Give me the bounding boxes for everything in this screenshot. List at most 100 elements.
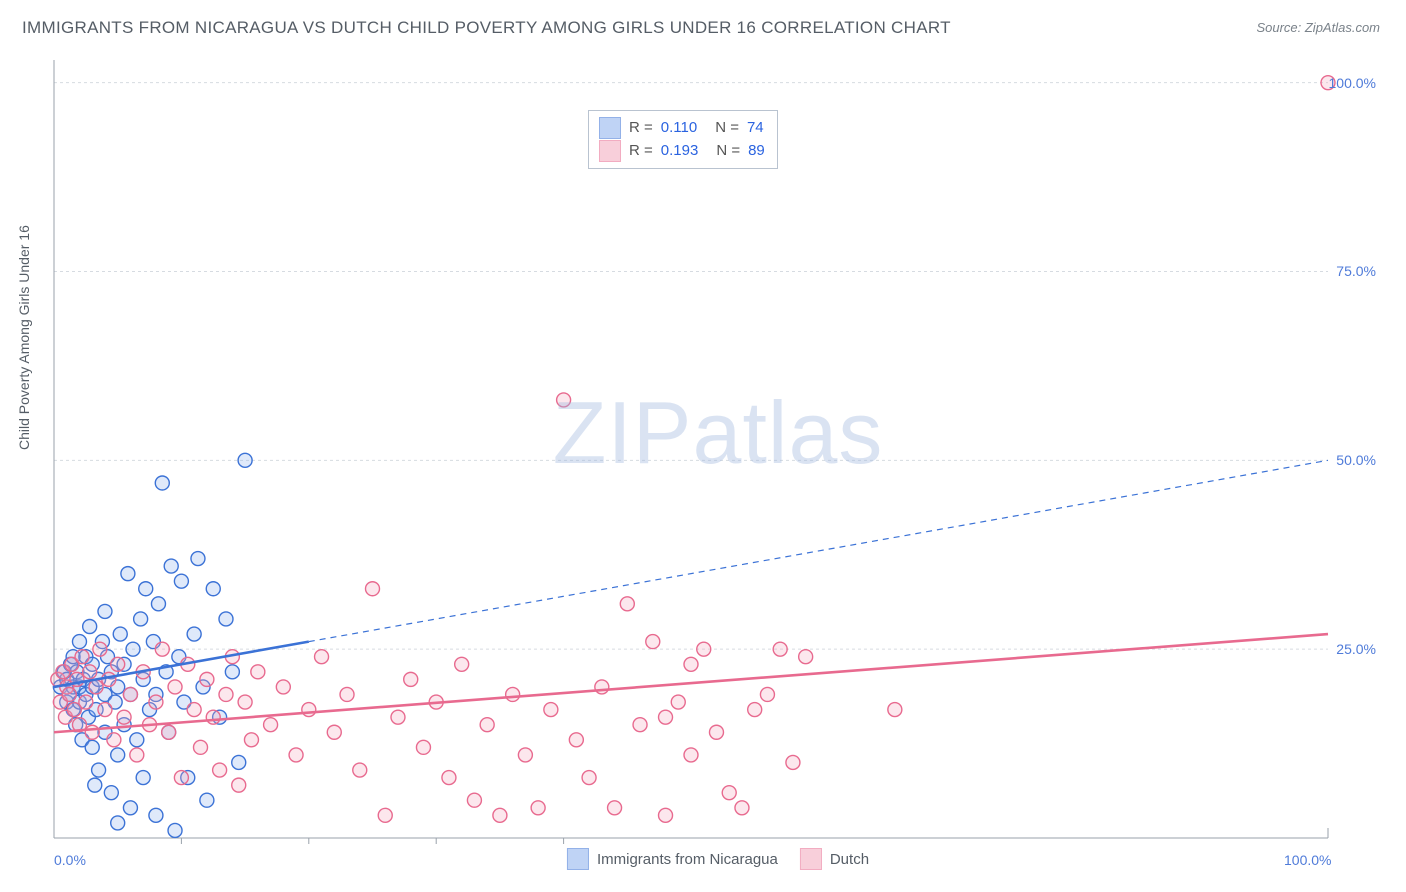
- data-point-nicaragua: [123, 801, 137, 815]
- data-point-dutch: [79, 695, 93, 709]
- data-point-dutch: [480, 718, 494, 732]
- data-point-dutch: [582, 771, 596, 785]
- data-point-nicaragua: [168, 823, 182, 837]
- legend-item-dutch: Dutch: [800, 848, 869, 870]
- data-point-dutch: [162, 725, 176, 739]
- data-point-dutch: [206, 710, 220, 724]
- data-point-dutch: [391, 710, 405, 724]
- y-tick-label: 25.0%: [1336, 641, 1376, 657]
- data-point-nicaragua: [121, 567, 135, 581]
- data-point-dutch: [760, 687, 774, 701]
- data-point-dutch: [366, 582, 380, 596]
- data-point-dutch: [620, 597, 634, 611]
- legend-row-nicaragua: R = 0.110N = 74: [599, 117, 765, 140]
- legend-label: Dutch: [830, 851, 869, 868]
- data-point-dutch: [93, 642, 107, 656]
- data-point-dutch: [340, 687, 354, 701]
- source-attribution: Source: ZipAtlas.com: [1256, 20, 1380, 35]
- data-point-nicaragua: [238, 453, 252, 467]
- data-point-nicaragua: [88, 778, 102, 792]
- data-point-dutch: [557, 393, 571, 407]
- data-point-dutch: [659, 808, 673, 822]
- trendline-ext-nicaragua: [309, 460, 1328, 641]
- data-point-dutch: [786, 755, 800, 769]
- data-point-nicaragua: [187, 627, 201, 641]
- data-point-dutch: [378, 808, 392, 822]
- data-point-dutch: [62, 687, 76, 701]
- n-label: N =: [716, 140, 740, 163]
- data-point-dutch: [748, 703, 762, 717]
- data-point-nicaragua: [113, 627, 127, 641]
- data-point-nicaragua: [164, 559, 178, 573]
- data-point-nicaragua: [83, 620, 97, 634]
- data-point-dutch: [531, 801, 545, 815]
- data-point-nicaragua: [200, 793, 214, 807]
- data-point-dutch: [569, 733, 583, 747]
- data-point-dutch: [722, 786, 736, 800]
- data-point-dutch: [89, 680, 103, 694]
- n-label: N =: [715, 117, 739, 140]
- correlation-legend: R = 0.110N = 74R = 0.193N = 89: [588, 110, 778, 169]
- data-point-nicaragua: [225, 665, 239, 679]
- r-label: R =: [629, 140, 653, 163]
- series-legend: Immigrants from Nicaragua Dutch: [567, 848, 869, 870]
- data-point-dutch: [244, 733, 258, 747]
- data-point-dutch: [506, 687, 520, 701]
- data-point-dutch: [888, 703, 902, 717]
- x-tick-label: 0.0%: [54, 852, 86, 868]
- data-point-dutch: [671, 695, 685, 709]
- y-tick-label: 100.0%: [1329, 75, 1376, 91]
- data-point-dutch: [467, 793, 481, 807]
- data-point-dutch: [493, 808, 507, 822]
- data-point-dutch: [238, 695, 252, 709]
- y-tick-label: 75.0%: [1336, 263, 1376, 279]
- data-point-dutch: [168, 680, 182, 694]
- legend-row-dutch: R = 0.193N = 89: [599, 140, 765, 163]
- data-point-dutch: [659, 710, 673, 724]
- data-point-dutch: [98, 703, 112, 717]
- data-point-dutch: [709, 725, 723, 739]
- data-point-dutch: [187, 703, 201, 717]
- data-point-dutch: [633, 718, 647, 732]
- data-point-dutch: [111, 657, 125, 671]
- data-point-dutch: [174, 771, 188, 785]
- data-point-dutch: [117, 710, 131, 724]
- data-point-dutch: [264, 718, 278, 732]
- data-point-nicaragua: [72, 635, 86, 649]
- chart-title: IMMIGRANTS FROM NICARAGUA VS DUTCH CHILD…: [22, 18, 951, 38]
- data-point-dutch: [518, 748, 532, 762]
- data-point-nicaragua: [104, 786, 118, 800]
- data-point-dutch: [773, 642, 787, 656]
- data-point-dutch: [735, 801, 749, 815]
- data-point-dutch: [353, 763, 367, 777]
- data-point-nicaragua: [151, 597, 165, 611]
- data-point-dutch: [455, 657, 469, 671]
- data-point-dutch: [684, 657, 698, 671]
- legend-swatch: [599, 140, 621, 162]
- data-point-dutch: [85, 725, 99, 739]
- data-point-dutch: [544, 703, 558, 717]
- data-point-dutch: [684, 748, 698, 762]
- data-point-nicaragua: [219, 612, 233, 626]
- legend-swatch: [599, 117, 621, 139]
- chart-svg: [48, 54, 1388, 844]
- data-point-dutch: [799, 650, 813, 664]
- data-point-nicaragua: [206, 582, 220, 596]
- y-tick-label: 50.0%: [1336, 452, 1376, 468]
- data-point-dutch: [200, 672, 214, 686]
- data-point-nicaragua: [136, 771, 150, 785]
- data-point-dutch: [155, 642, 169, 656]
- data-point-nicaragua: [232, 755, 246, 769]
- data-point-dutch: [130, 748, 144, 762]
- data-point-dutch: [416, 740, 430, 754]
- data-point-dutch: [289, 748, 303, 762]
- data-point-nicaragua: [126, 642, 140, 656]
- data-point-dutch: [608, 801, 622, 815]
- data-point-dutch: [646, 635, 660, 649]
- legend-item-nicaragua: Immigrants from Nicaragua: [567, 848, 778, 870]
- x-tick-label: 100.0%: [1284, 852, 1331, 868]
- data-point-dutch: [219, 687, 233, 701]
- data-point-nicaragua: [174, 574, 188, 588]
- legend-swatch: [567, 848, 589, 870]
- data-point-nicaragua: [149, 808, 163, 822]
